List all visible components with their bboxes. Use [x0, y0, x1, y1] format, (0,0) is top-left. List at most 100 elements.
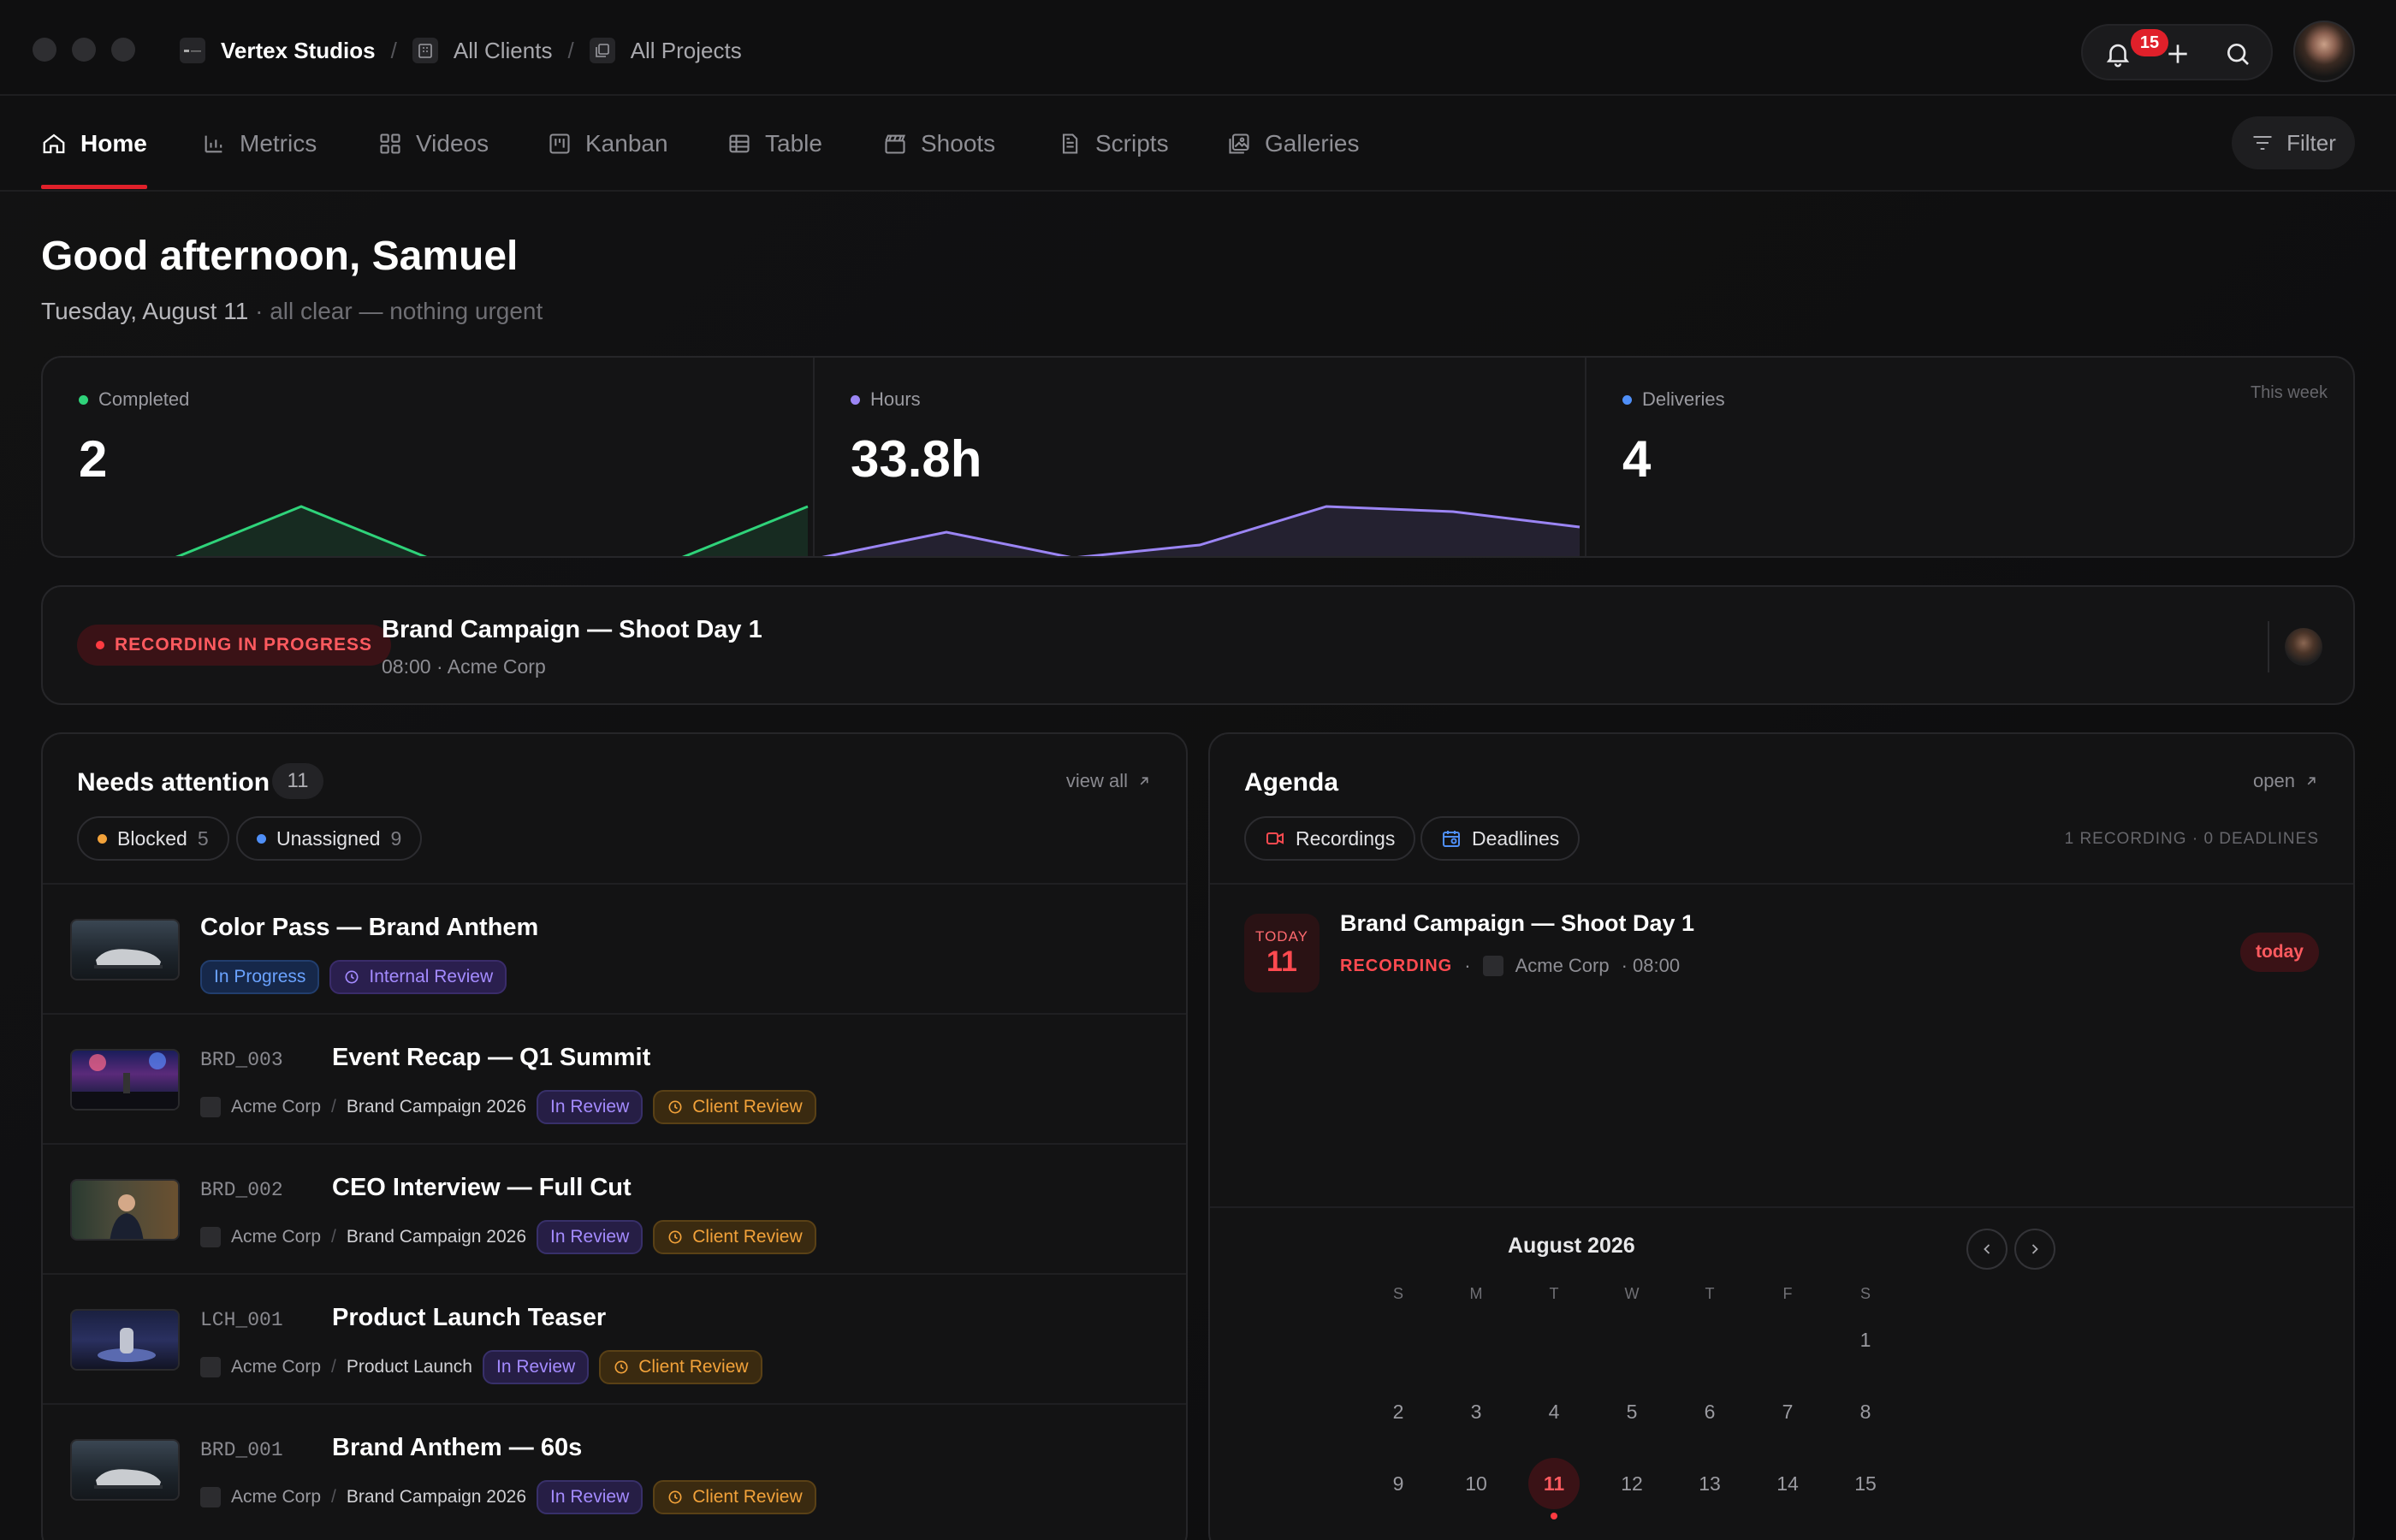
project-name: Brand Campaign 2026	[346, 1227, 527, 1247]
window-zoom-button[interactable]	[111, 38, 135, 62]
tab-label: Kanban	[585, 130, 668, 157]
calendar-day[interactable]: 13	[1699, 1472, 1721, 1495]
calendar-day[interactable]: 2	[1392, 1400, 1404, 1423]
calendar-day[interactable]: 10	[1465, 1472, 1487, 1495]
stat-label-completed: Completed	[79, 388, 189, 411]
calendar-icon	[1443, 831, 1460, 847]
client-name: Acme Corp	[231, 1227, 322, 1247]
page-subtitle: Tuesday, August 11 · all clear — nothing…	[41, 298, 543, 325]
open-agenda-link[interactable]: open	[2253, 770, 2319, 792]
add-button[interactable]	[2160, 36, 2196, 72]
attention-row[interactable]: BRD_001 Brand Anthem — 60s Acme Corp / B…	[43, 1403, 1186, 1533]
attention-row[interactable]: BRD_002 CEO Interview — Full Cut Acme Co…	[43, 1143, 1186, 1273]
bar-chart-icon	[205, 135, 222, 153]
filter-button[interactable]: Filter	[2232, 116, 2355, 169]
filter-chip-deadlines[interactable]: Deadlines	[1420, 816, 1581, 861]
row-title: CEO Interview — Full Cut	[332, 1174, 632, 1201]
calendar-day[interactable]: 9	[1392, 1472, 1404, 1495]
divider	[1585, 358, 1586, 556]
stat-label-text: Completed	[98, 388, 190, 410]
tab-metrics[interactable]: Metrics	[202, 123, 317, 164]
calendar-day[interactable]: 14	[1776, 1472, 1799, 1495]
current-date: Tuesday, August 11	[41, 298, 249, 324]
stats-period: This week	[2250, 383, 2328, 402]
stat-completed[interactable]: Completed 2	[43, 358, 813, 556]
attention-row[interactable]: Color Pass — Brand Anthem In Progress In…	[43, 883, 1186, 1013]
stat-hours[interactable]: Hours 33.8h	[815, 358, 1585, 556]
breadcrumb-studio[interactable]: Vertex Studios	[221, 37, 376, 63]
notifications-button[interactable]: 15	[2100, 29, 2168, 72]
tab-home[interactable]: Home	[41, 123, 147, 164]
review-tag-label: Client Review	[638, 1357, 749, 1377]
row-title: Brand Anthem — 60s	[332, 1434, 583, 1461]
recording-badge-text: RECORDING IN PROGRESS	[115, 635, 373, 654]
clock-icon	[668, 1490, 682, 1504]
calendar-weekday: S	[1859, 1285, 1871, 1302]
recording-dot-icon	[96, 641, 104, 649]
attention-row[interactable]: LCH_001 Product Launch Teaser Acme Corp …	[43, 1273, 1186, 1403]
window-close-button[interactable]	[33, 38, 56, 62]
review-tag: Client Review	[653, 1480, 816, 1514]
review-tag-label: Client Review	[692, 1487, 803, 1507]
calendar-next-button[interactable]	[2014, 1229, 2055, 1270]
review-tag: Client Review	[653, 1220, 816, 1254]
project-name: Brand Campaign 2026	[346, 1097, 527, 1116]
user-avatar[interactable]	[2293, 21, 2355, 82]
video-camera-icon	[1266, 832, 1284, 844]
calendar-day[interactable]: 15	[1854, 1472, 1877, 1495]
calendar-day[interactable]: 12	[1621, 1472, 1643, 1495]
stat-deliveries[interactable]: Deliveries 4 This week	[1586, 358, 2353, 556]
calendar-day[interactable]: 1	[1859, 1328, 1871, 1351]
divider	[2268, 621, 2269, 672]
calendar-day[interactable]: 4	[1548, 1400, 1560, 1423]
tab-videos[interactable]: Videos	[378, 123, 489, 164]
chevron-right-icon	[2031, 1244, 2038, 1254]
window-minimize-button[interactable]	[72, 38, 96, 62]
calendar-weekday: M	[1469, 1285, 1483, 1302]
search-button[interactable]	[2220, 36, 2256, 72]
calendar-weekday: F	[1782, 1285, 1793, 1302]
tab-label: Home	[80, 130, 147, 157]
event-client: Acme Corp	[1515, 955, 1610, 976]
review-tag-label: Client Review	[692, 1227, 803, 1247]
crew-avatar[interactable]	[2285, 628, 2322, 666]
divider	[1210, 1206, 2353, 1208]
calendar-day-selected[interactable]: 11	[1528, 1458, 1580, 1509]
studio-logo-icon	[180, 38, 205, 63]
filter-chip-blocked[interactable]: Blocked 5	[77, 816, 229, 861]
tab-kanban[interactable]: Kanban	[548, 123, 668, 164]
calendar-day[interactable]: 5	[1626, 1400, 1638, 1423]
filter-chip-recordings[interactable]: Recordings	[1244, 816, 1416, 861]
event-title: Brand Campaign — Shoot Day 1	[1340, 910, 1695, 936]
breadcrumb-all-clients[interactable]: All Clients	[453, 37, 553, 63]
sparkline-area	[178, 506, 808, 556]
clock-icon	[668, 1230, 682, 1244]
calendar-day[interactable]: 3	[1470, 1400, 1482, 1423]
recording-banner[interactable]: RECORDING IN PROGRESS Brand Campaign — S…	[41, 585, 2355, 705]
breadcrumb-all-projects[interactable]: All Projects	[630, 37, 742, 63]
status-tag: In Review	[482, 1350, 590, 1384]
calendar-day[interactable]: 7	[1782, 1400, 1794, 1423]
filter-chip-unassigned[interactable]: Unassigned 9	[236, 816, 423, 861]
tab-shoots[interactable]: Shoots	[883, 123, 995, 164]
agenda-event[interactable]: TODAY 11 Brand Campaign — Shoot Day 1 RE…	[1210, 885, 2353, 1022]
event-time: · 08:00	[1621, 955, 1681, 976]
tab-scripts[interactable]: Scripts	[1058, 123, 1169, 164]
filter-icon	[2253, 135, 2272, 151]
stat-value: 33.8h	[851, 430, 982, 488]
calendar-prev-button[interactable]	[1966, 1229, 2008, 1270]
view-all-link[interactable]: view all	[1066, 770, 1152, 792]
tab-label: Galleries	[1265, 130, 1360, 157]
calendar-day[interactable]: 8	[1859, 1400, 1871, 1423]
panel-title: Needs attention	[77, 768, 270, 797]
attention-row[interactable]: BRD_003 Event Recap — Q1 Summit Acme Cor…	[43, 1013, 1186, 1143]
status-tag: In Review	[537, 1480, 643, 1514]
calendar-weekday: T	[1705, 1285, 1715, 1302]
project-name: Product Launch	[346, 1357, 472, 1377]
tab-galleries[interactable]: Galleries	[1227, 123, 1359, 164]
calendar-day[interactable]: 6	[1704, 1400, 1716, 1423]
review-tag: Client Review	[599, 1350, 762, 1384]
project-name: Brand Campaign 2026	[346, 1487, 527, 1507]
tab-table[interactable]: Table	[727, 123, 822, 164]
